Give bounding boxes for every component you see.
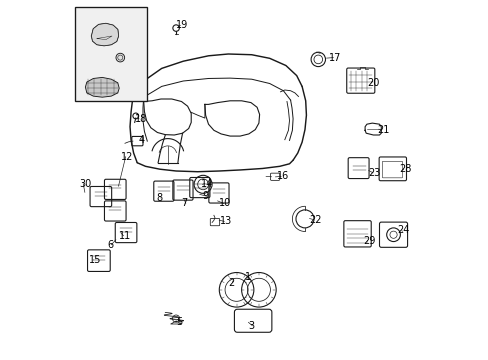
- Text: 18: 18: [134, 114, 147, 124]
- Text: 1: 1: [244, 272, 250, 282]
- Text: 3: 3: [247, 321, 254, 331]
- Text: 29: 29: [363, 236, 375, 246]
- Text: 19: 19: [176, 20, 188, 30]
- Text: 28: 28: [399, 164, 411, 174]
- Text: 8: 8: [156, 193, 162, 203]
- Text: 20: 20: [366, 78, 379, 88]
- Text: 4: 4: [138, 135, 144, 145]
- Text: 15: 15: [89, 255, 101, 265]
- Text: 9: 9: [202, 191, 208, 201]
- Text: 12: 12: [121, 152, 134, 162]
- Circle shape: [116, 53, 124, 62]
- Text: 24: 24: [397, 225, 409, 235]
- Text: 27: 27: [126, 56, 139, 66]
- Text: 2: 2: [228, 278, 234, 288]
- Polygon shape: [91, 23, 118, 46]
- Text: 16: 16: [276, 171, 288, 181]
- Text: 21: 21: [377, 125, 389, 135]
- Text: 6: 6: [107, 240, 113, 250]
- Text: 22: 22: [309, 215, 321, 225]
- Text: 5: 5: [176, 317, 182, 327]
- Text: 26: 26: [131, 87, 143, 97]
- Text: 17: 17: [328, 53, 341, 63]
- Text: 25: 25: [78, 33, 90, 43]
- Text: 13: 13: [220, 216, 232, 226]
- Polygon shape: [85, 77, 119, 97]
- Bar: [75, 7, 147, 101]
- Text: 23: 23: [368, 168, 380, 178]
- Text: 30: 30: [79, 179, 91, 189]
- Text: 7: 7: [181, 198, 187, 208]
- Text: 11: 11: [119, 231, 131, 241]
- Text: 10: 10: [219, 198, 231, 208]
- Text: 14: 14: [200, 179, 212, 189]
